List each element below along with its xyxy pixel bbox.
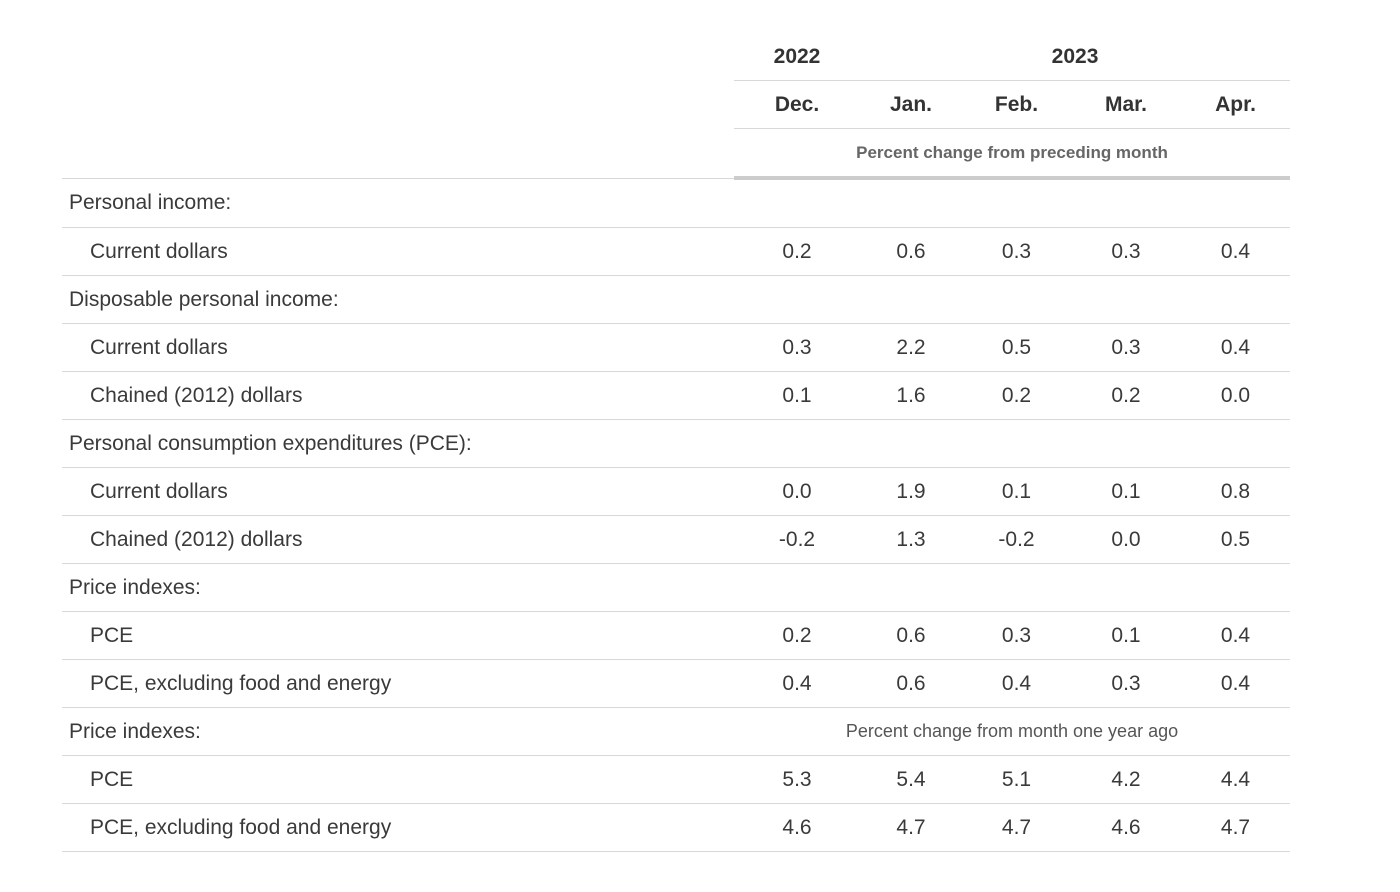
year-header: 2022: [734, 33, 860, 81]
value-cell: 0.4: [1181, 611, 1291, 660]
value-cell: 4.2: [1071, 755, 1181, 804]
section-row: Price indexes: Percent change from month …: [62, 707, 1291, 756]
empty-cell: [734, 275, 1291, 324]
value-cell: 4.4: [1181, 755, 1291, 804]
value-cell: 0.1: [962, 467, 1071, 516]
value-cell: 0.1: [734, 371, 860, 420]
value-cell: 0.2: [1071, 371, 1181, 420]
blank-cell: [62, 81, 734, 129]
value-cell: 0.2: [962, 371, 1071, 420]
value-cell: 4.7: [962, 803, 1071, 852]
data-row: Chained (2012) dollars -0.2 1.3 -0.2 0.0 0.5: [62, 515, 1291, 564]
value-cell: 2.2: [860, 323, 962, 372]
value-cell: 0.4: [962, 659, 1071, 708]
value-cell: 0.3: [1071, 227, 1181, 276]
value-cell: 0.4: [1181, 323, 1291, 372]
value-cell: 0.0: [734, 467, 860, 516]
section-label: Price indexes:: [62, 563, 734, 612]
data-row: Current dollars 0.2 0.6 0.3 0.3 0.4: [62, 227, 1291, 276]
value-cell: 0.4: [1181, 659, 1291, 708]
section-note: Percent change from month one year ago: [734, 707, 1291, 756]
value-cell: 0.5: [1181, 515, 1291, 564]
row-label: PCE, excluding food and energy: [62, 803, 734, 852]
value-cell: 0.3: [962, 611, 1071, 660]
blank-cell: [62, 33, 734, 81]
value-cell: 0.8: [1181, 467, 1291, 516]
value-cell: 1.3: [860, 515, 962, 564]
empty-cell: [734, 419, 1291, 468]
month-header: Mar.: [1071, 80, 1181, 129]
value-cell: 0.3: [1071, 323, 1181, 372]
value-cell: 0.5: [962, 323, 1071, 372]
year-header: 2023: [860, 33, 1291, 81]
value-cell: 1.6: [860, 371, 962, 420]
value-cell: 4.6: [734, 803, 860, 852]
subheader-row: Percent change from preceding month: [62, 128, 1291, 180]
data-row: Current dollars 0.0 1.9 0.1 0.1 0.8: [62, 467, 1291, 516]
section-label: Price indexes:: [62, 707, 734, 756]
empty-cell: [734, 563, 1291, 612]
value-cell: 1.9: [860, 467, 962, 516]
subheader: Percent change from preceding month: [734, 128, 1291, 180]
row-label: PCE: [62, 611, 734, 660]
year-row: 2022 2023: [62, 33, 1291, 81]
value-cell: 0.3: [962, 227, 1071, 276]
section-label: Personal income:: [62, 177, 734, 228]
value-cell: -0.2: [734, 515, 860, 564]
value-cell: 0.1: [1071, 611, 1181, 660]
value-cell: 0.1: [1071, 467, 1181, 516]
month-row: Dec. Jan. Feb. Mar. Apr.: [62, 80, 1291, 129]
row-label: Current dollars: [62, 467, 734, 516]
month-header: Jan.: [860, 80, 962, 129]
value-cell: 0.2: [734, 227, 860, 276]
value-cell: 0.6: [860, 659, 962, 708]
value-cell: 4.7: [1181, 803, 1291, 852]
data-row: Chained (2012) dollars 0.1 1.6 0.2 0.2 0.0: [62, 371, 1291, 420]
value-cell: 5.1: [962, 755, 1071, 804]
row-label: Current dollars: [62, 323, 734, 372]
value-cell: 4.6: [1071, 803, 1181, 852]
row-label: PCE: [62, 755, 734, 804]
value-cell: 0.3: [1071, 659, 1181, 708]
row-label: Chained (2012) dollars: [62, 515, 734, 564]
data-row: PCE 5.3 5.4 5.1 4.2 4.4: [62, 755, 1291, 804]
value-cell: -0.2: [962, 515, 1071, 564]
value-cell: 0.2: [734, 611, 860, 660]
blank-cell: [62, 129, 734, 179]
value-cell: 0.4: [1181, 227, 1291, 276]
section-label: Disposable personal income:: [62, 275, 734, 324]
month-header: Apr.: [1181, 80, 1291, 129]
data-row: PCE 0.2 0.6 0.3 0.1 0.4: [62, 611, 1291, 660]
value-cell: 0.4: [734, 659, 860, 708]
row-label: Current dollars: [62, 227, 734, 276]
value-cell: 0.3: [734, 323, 860, 372]
section-row: Personal consumption expenditures (PCE):: [62, 419, 1291, 468]
value-cell: 0.6: [860, 227, 962, 276]
row-label: Chained (2012) dollars: [62, 371, 734, 420]
value-cell: 0.0: [1181, 371, 1291, 420]
value-cell: 0.0: [1071, 515, 1181, 564]
month-header: Dec.: [734, 80, 860, 129]
data-row: Current dollars 0.3 2.2 0.5 0.3 0.4: [62, 323, 1291, 372]
data-table: 2022 2023 Dec. Jan. Feb. Mar. Apr. Percent chan…: [62, 33, 1291, 852]
section-row: Price indexes:: [62, 563, 1291, 612]
value-cell: 5.3: [734, 755, 860, 804]
value-cell: 5.4: [860, 755, 962, 804]
section-label: Personal consumption expenditures (PCE):: [62, 419, 734, 468]
section-row: Personal income:: [62, 177, 1291, 228]
value-cell: 0.6: [860, 611, 962, 660]
data-row: PCE, excluding food and energy 0.4 0.6 0.4 0…: [62, 659, 1291, 708]
empty-cell: [734, 178, 1291, 228]
row-label: PCE, excluding food and energy: [62, 659, 734, 708]
month-header: Feb.: [962, 80, 1071, 129]
data-row: PCE, excluding food and energy 4.6 4.7 4.7 4…: [62, 803, 1291, 852]
value-cell: 4.7: [860, 803, 962, 852]
section-row: Disposable personal income:: [62, 275, 1291, 324]
